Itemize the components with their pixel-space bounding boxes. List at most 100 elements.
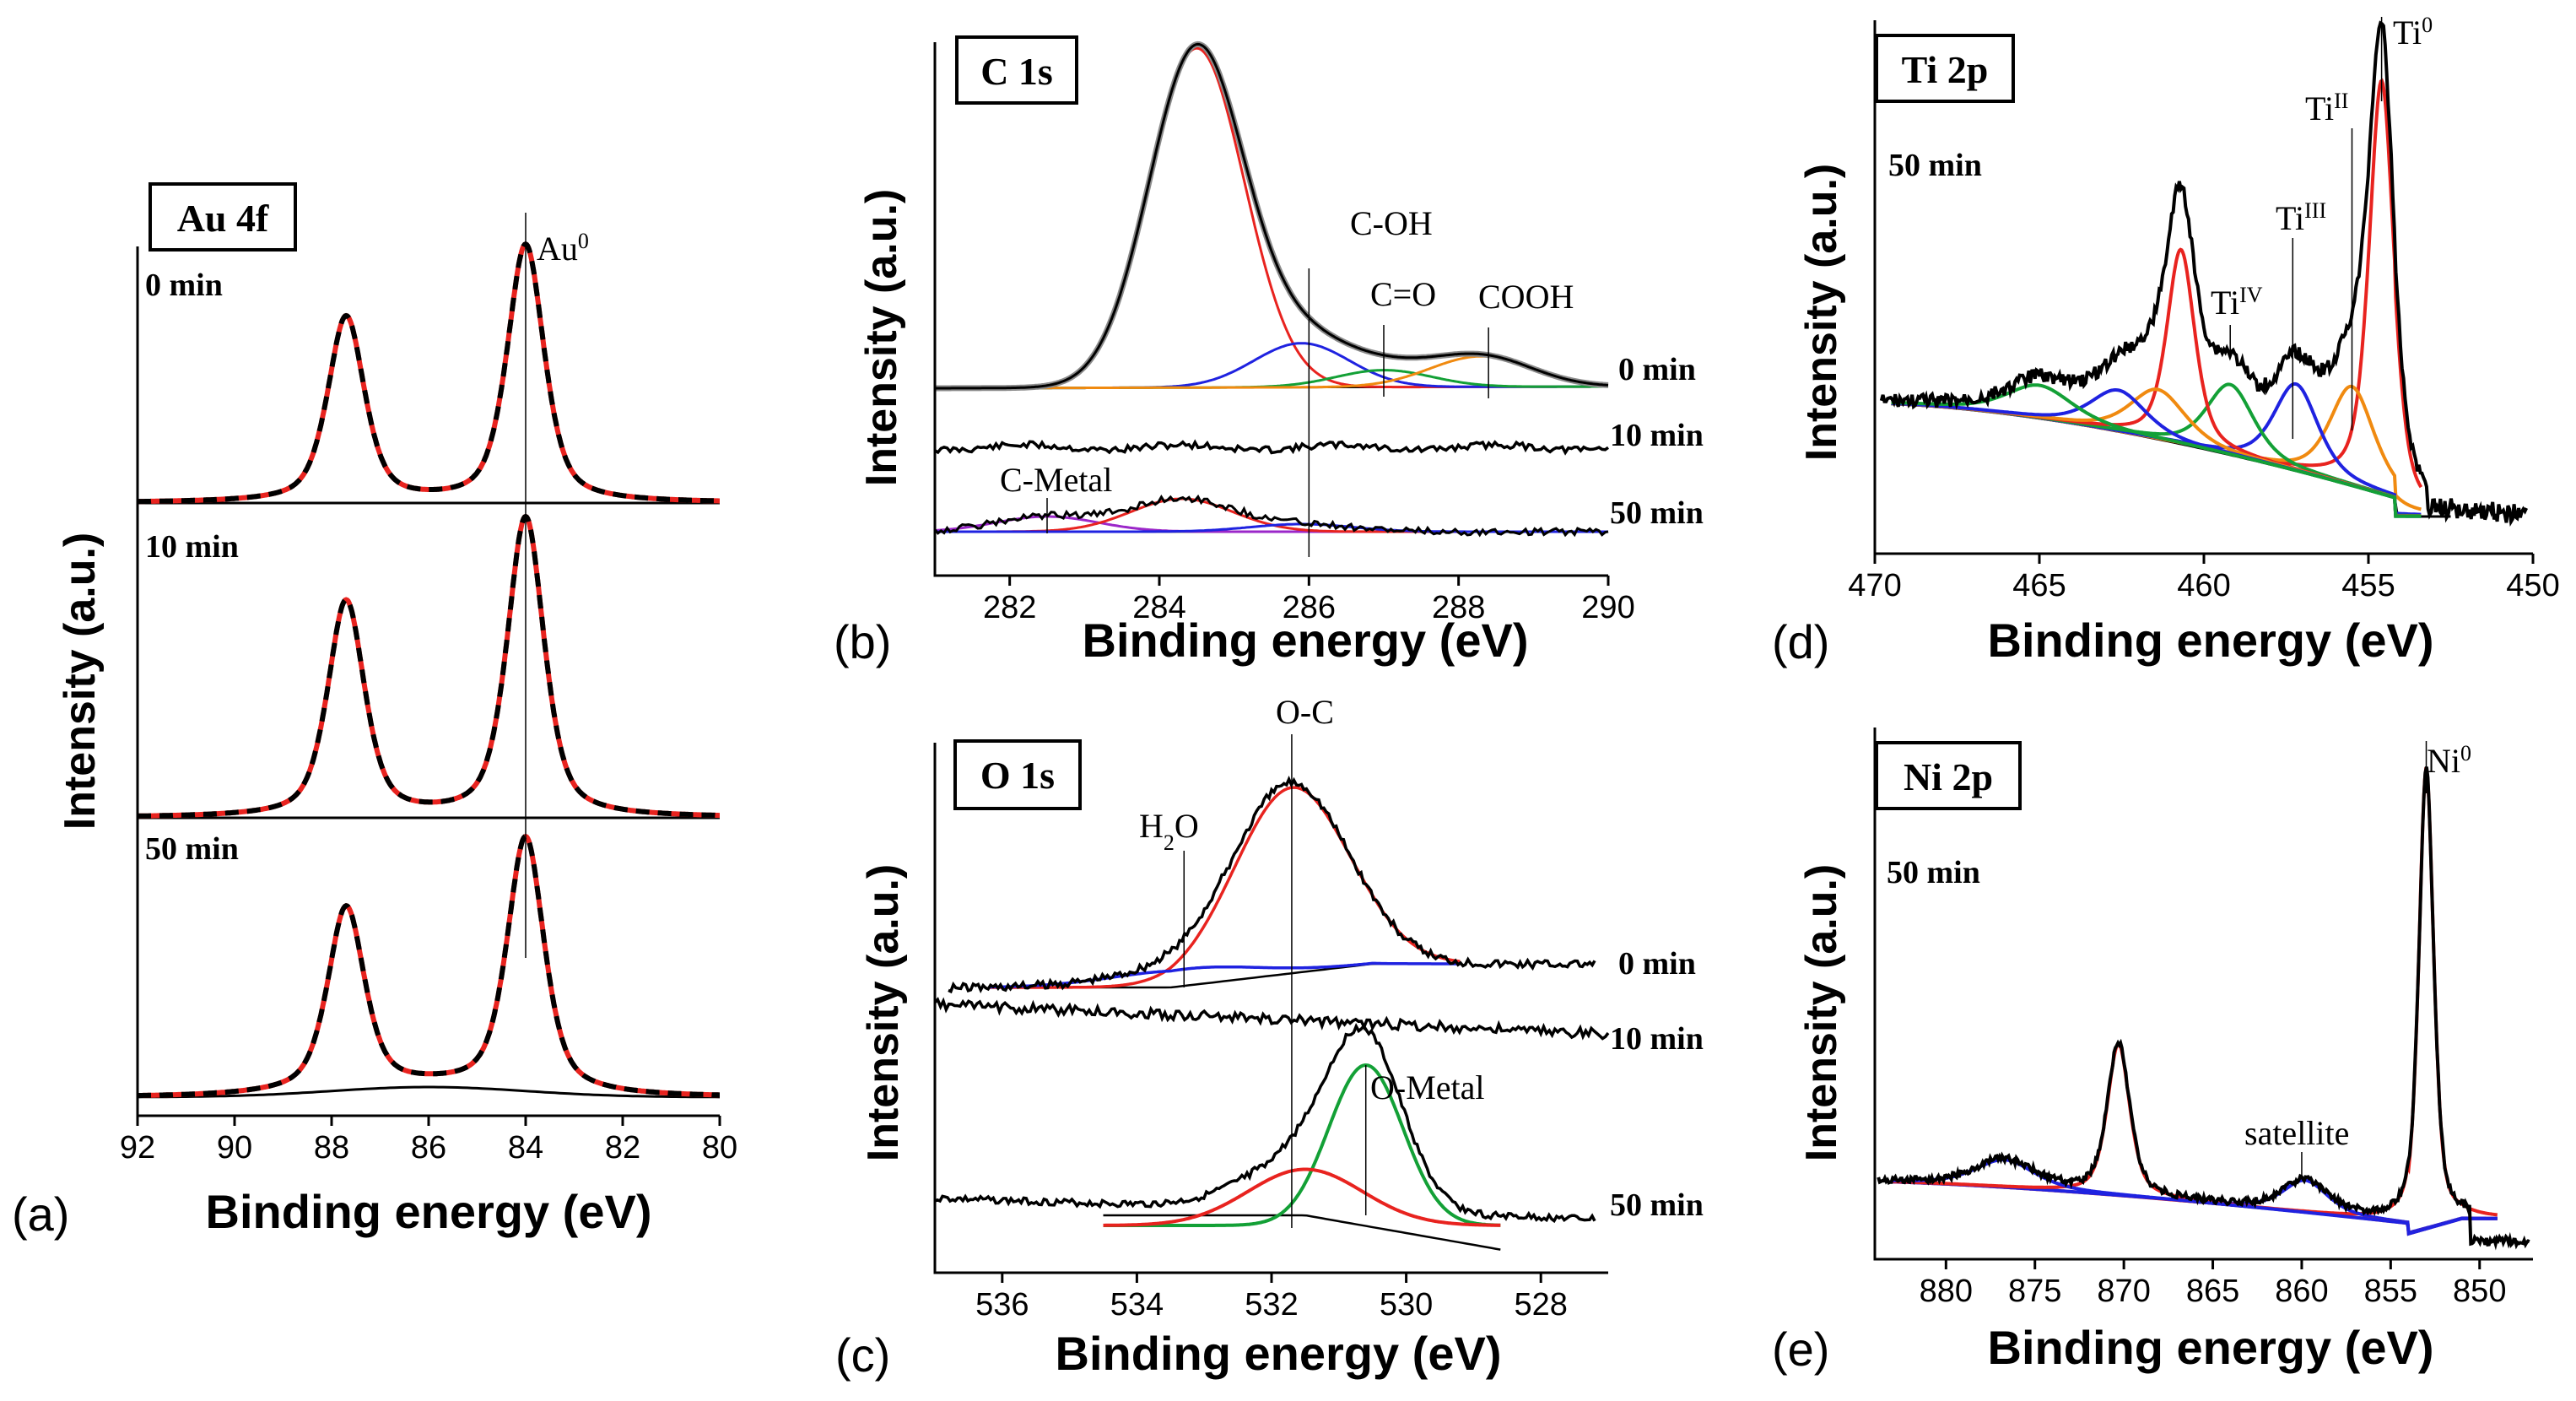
- panel-c-50min-background: [1103, 1214, 1501, 1251]
- panel-c-50min-component-0: [1103, 1063, 1501, 1227]
- panel-d-data: [1879, 20, 2529, 527]
- panel-b-annotation-coh: C-OH: [1350, 204, 1433, 242]
- panel-a-data-2: [137, 833, 720, 1099]
- panel-b-xtick-label-1: 284: [1132, 590, 1185, 625]
- panel-d-component-7: [1891, 383, 2422, 518]
- panel-d-annotation-tiii: TiII: [2305, 89, 2348, 128]
- panel-c-annotation-ometal: O-Metal: [1370, 1068, 1485, 1106]
- panel-b: 282 284 286 288 290 C 1s 0 min 10 min 50 min…: [834, 35, 1704, 668]
- panel-d-title-box: [1875, 34, 2015, 103]
- panel-c-50min-component-1: [1103, 1167, 1501, 1227]
- panel-d-annotation-ti0: Ti0: [2393, 13, 2433, 52]
- panel-a-xtick-label-2: 88: [314, 1130, 349, 1166]
- panel-d-title: Ti 2p: [1902, 48, 1989, 91]
- panel-e-xtick-label-6: 850: [2453, 1274, 2506, 1309]
- panel-d-label: (d): [1772, 615, 1829, 668]
- panel-b-trace-label-2: 50 min: [1610, 495, 1704, 531]
- panel-a-data-1: [137, 513, 720, 819]
- panel-d-xtick-label-0: 470: [1848, 568, 1901, 603]
- panel-e-annotation-ni0: Ni0: [2427, 741, 2471, 781]
- panel-d-component-0: [1891, 78, 2423, 489]
- panel-a-xticks: 92 90 88 86 84 82 80: [120, 1116, 737, 1166]
- panel-a-trace-label-0: 0 min: [145, 268, 223, 303]
- panel-a-xtick-label-5: 82: [605, 1130, 640, 1166]
- panel-a: 92 90 88 86 84 82 80 Au 4f 0 min 10 min 50 min…: [12, 182, 737, 1241]
- panel-d-xticks: 470 465 460 455 450: [1848, 554, 2560, 603]
- panel-b-xlabel: Binding energy (eV): [1083, 614, 1529, 667]
- panel-c-xtick-label-4: 528: [1514, 1287, 1567, 1323]
- panel-d-annotation-tiiii: TiIII: [2276, 198, 2326, 238]
- panel-e-data: [1877, 766, 2530, 1251]
- panel-a-trace-label-2: 50 min: [145, 831, 239, 867]
- panel-b-title: C 1s: [980, 50, 1053, 93]
- panel-c-xlabel: Binding energy (eV): [1056, 1327, 1502, 1380]
- panel-b-xtick-label-3: 288: [1432, 590, 1485, 625]
- panel-a-ylabel: Intensity (a.u.): [56, 533, 105, 830]
- panel-a-xlabel: Binding energy (eV): [206, 1185, 652, 1238]
- panel-e-xtick-label-1: 875: [2008, 1274, 2061, 1309]
- panel-b-xtick-label-2: 286: [1283, 590, 1336, 625]
- panel-a-xtick-label-4: 84: [508, 1130, 543, 1166]
- panel-b-trace-label-1: 10 min: [1610, 418, 1704, 453]
- panel-d-annotation-tiiv: TiIV: [2211, 283, 2263, 322]
- panel-d-xtick-label-1: 465: [2012, 568, 2066, 603]
- panel-c-xtick-label-0: 536: [975, 1287, 1029, 1323]
- panel-a-title: Au 4f: [177, 197, 269, 240]
- panel-d-xtick-label-2: 460: [2177, 568, 2230, 603]
- panel-d-ylabel: Intensity (a.u.): [1797, 164, 1846, 461]
- panel-d: 470 465 460 455 450 Ti 2p 50 min Ti0 TiII Ti…: [1772, 13, 2560, 669]
- panel-e-xtick-label-2: 870: [2097, 1274, 2150, 1309]
- panel-c-trace-label-0: 0 min: [1618, 946, 1696, 982]
- panel-c-xtick-label-3: 530: [1380, 1287, 1433, 1323]
- panel-c-axes: [933, 743, 1608, 1274]
- panel-c-0min-component-1: [988, 961, 1461, 989]
- panel-a-fit-2: [137, 833, 720, 1099]
- panel-c-0min-component-0: [988, 786, 1461, 989]
- panel-b-title-box: [955, 35, 1078, 105]
- panel-e-ylabel: Intensity (a.u.): [1797, 864, 1846, 1161]
- panel-c-trace-label-1: 10 min: [1610, 1021, 1704, 1057]
- panel-d-xtick-label-4: 450: [2506, 568, 2559, 603]
- panel-e-xtick-label-3: 865: [2186, 1274, 2239, 1309]
- panel-c-annotation-oc: O-C: [1276, 693, 1334, 731]
- panel-c: 536 534 532 530 528 O 1s 0 min 10 min 50 min…: [835, 693, 1704, 1382]
- panel-a-xtick-label-6: 80: [702, 1130, 737, 1166]
- panel-c-plot: [933, 734, 1610, 1251]
- panel-c-xticks: 536 534 532 530 528: [975, 1273, 1568, 1323]
- panel-b-label: (b): [834, 615, 891, 668]
- panel-b-0min-component-1: [935, 342, 1608, 390]
- panel-d-xlabel: Binding energy (eV): [1988, 614, 2434, 667]
- panel-e-xtick-label-5: 855: [2364, 1274, 2417, 1309]
- panel-c-50min-data: [934, 1023, 1596, 1224]
- panel-b-annotation-cmetal: C-Metal: [1000, 461, 1112, 499]
- panel-c-10min-data: [933, 997, 1610, 1041]
- panel-e-component-0: [1892, 766, 2498, 1217]
- panel-a-plot: [137, 213, 721, 1099]
- panel-b-10min-data: [934, 439, 1609, 456]
- panel-a-xtick-label-3: 86: [411, 1130, 446, 1166]
- panel-b-xticks: 282 284 286 288 290: [983, 576, 1635, 625]
- panel-b-plot: [933, 41, 1609, 557]
- panel-b-xtick-label-0: 282: [983, 590, 1036, 625]
- panel-c-xtick-label-1: 534: [1110, 1287, 1164, 1323]
- panel-c-annotation-h2o: H2O: [1139, 807, 1199, 855]
- panel-e-xtick-label-4: 860: [2275, 1274, 2328, 1309]
- panel-a-annotation-au0: Au0: [537, 229, 589, 268]
- panel-d-background: [1891, 402, 2451, 518]
- panel-a-background-2: [137, 1085, 721, 1099]
- panel-d-trace-label-0: 50 min: [1888, 148, 1982, 183]
- panel-e: 880 875 870 865 860 855 850 Ni 2p 50 min Ni0 s…: [1772, 728, 2533, 1376]
- panel-b-50min-data: [933, 494, 1609, 538]
- panel-e-axes: [1873, 728, 2533, 1261]
- panel-a-data-0: [137, 241, 720, 505]
- panel-e-label: (e): [1772, 1323, 1829, 1376]
- panel-a-trace-label-1: 10 min: [145, 529, 239, 565]
- panel-c-trace-label-2: 50 min: [1610, 1187, 1704, 1223]
- panel-b-annotation-co: C=O: [1370, 275, 1436, 313]
- panel-e-xlabel: Binding energy (eV): [1988, 1321, 2434, 1374]
- panel-b-ylabel: Intensity (a.u.): [857, 189, 906, 486]
- panel-e-xtick-label-0: 880: [1920, 1274, 1973, 1309]
- panel-a-fit-0: [137, 241, 720, 505]
- panel-a-xtick-label-1: 90: [217, 1130, 252, 1166]
- panel-e-title-box: [1875, 741, 2022, 810]
